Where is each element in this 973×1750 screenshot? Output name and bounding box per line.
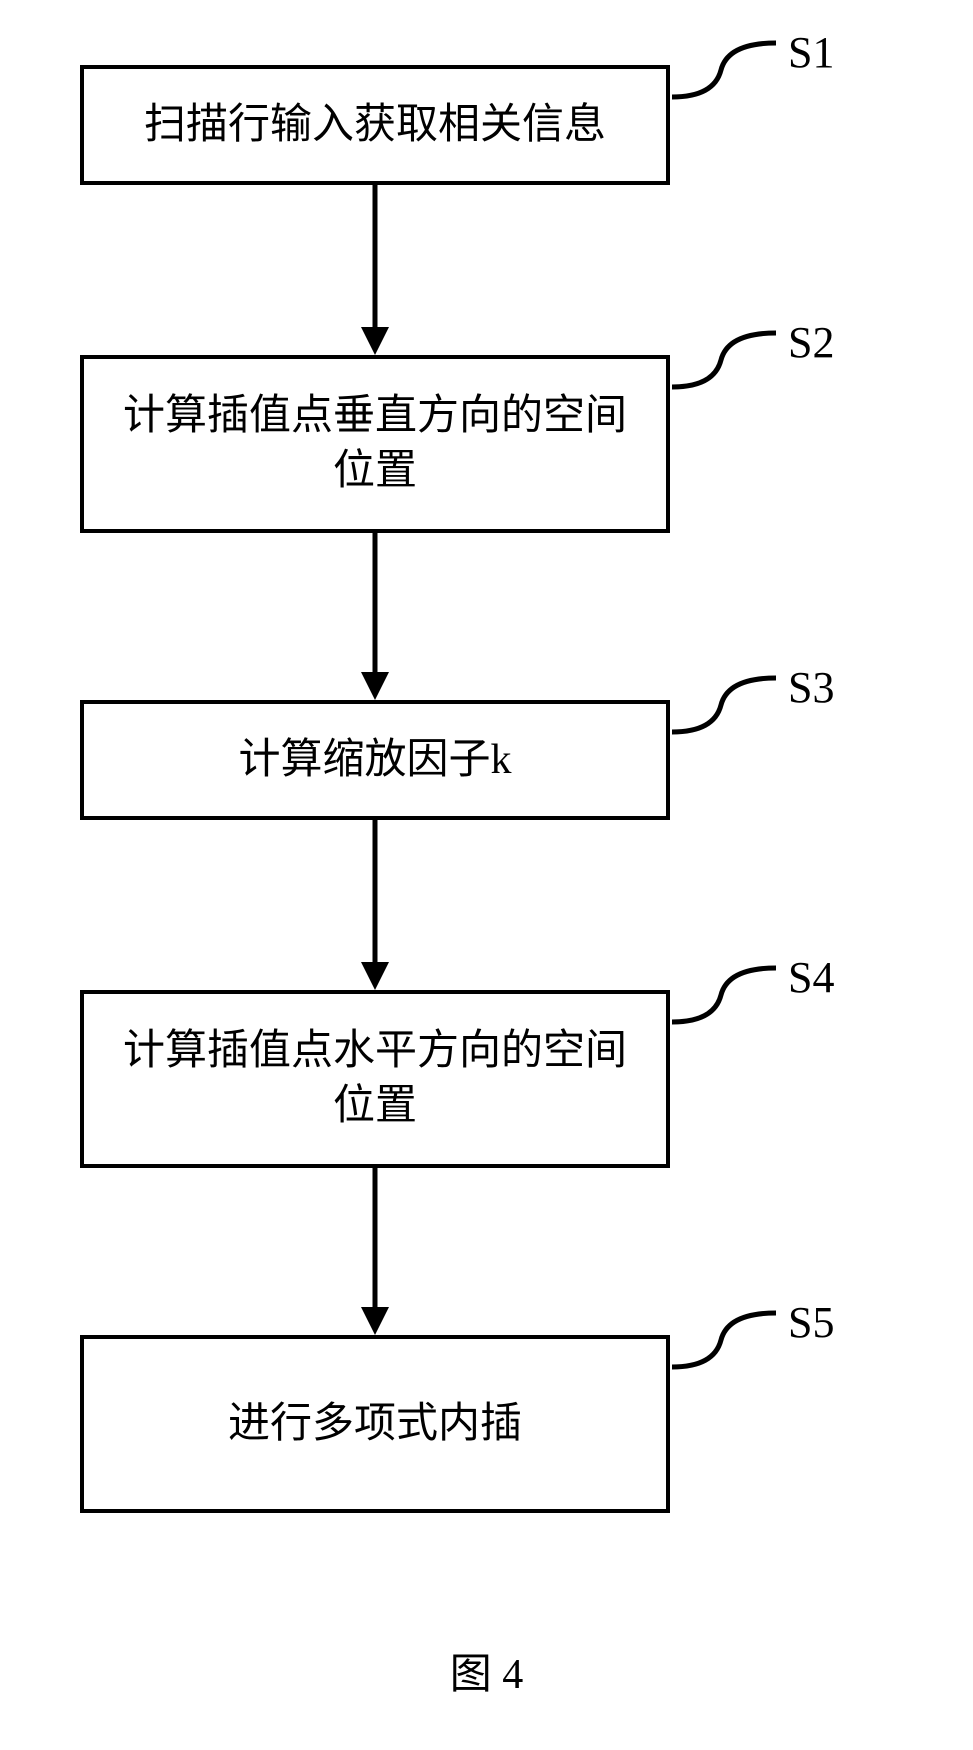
arrow-s2-s3 bbox=[345, 533, 405, 704]
step-box-s3: 计算缩放因子k bbox=[80, 700, 670, 820]
step-box-s1: 扫描行输入获取相关信息 bbox=[80, 65, 670, 185]
step-text-s2-line0: 计算插值点垂直方向的空间 bbox=[123, 389, 627, 444]
step-label-s4: S4 bbox=[788, 952, 834, 1003]
arrow-s3-s4 bbox=[345, 820, 405, 994]
arrow-s4-s5 bbox=[345, 1168, 405, 1339]
label-bracket-s4 bbox=[666, 960, 796, 1030]
label-bracket-s3 bbox=[666, 670, 796, 740]
step-text-s3-line0: 计算缩放因子k bbox=[238, 733, 511, 788]
step-text-s4-line0: 计算插值点水平方向的空间 bbox=[123, 1024, 627, 1079]
step-label-s2: S2 bbox=[788, 317, 834, 368]
label-bracket-s5 bbox=[666, 1305, 796, 1375]
step-text-s2-line1: 位置 bbox=[333, 444, 417, 499]
label-bracket-s2 bbox=[666, 325, 796, 395]
step-box-s4: 计算插值点水平方向的空间位置 bbox=[80, 990, 670, 1168]
label-bracket-s1 bbox=[666, 35, 796, 105]
step-label-s1: S1 bbox=[788, 27, 834, 78]
step-text-s1-line0: 扫描行输入获取相关信息 bbox=[144, 98, 606, 153]
arrow-s1-s2 bbox=[345, 185, 405, 359]
step-box-s5: 进行多项式内插 bbox=[80, 1335, 670, 1513]
step-text-s5-line0: 进行多项式内插 bbox=[228, 1397, 522, 1452]
figure-caption: 图 4 bbox=[0, 1640, 973, 1701]
step-label-s5: S5 bbox=[788, 1297, 834, 1348]
step-box-s2: 计算插值点垂直方向的空间位置 bbox=[80, 355, 670, 533]
step-label-s3: S3 bbox=[788, 662, 834, 713]
step-text-s4-line1: 位置 bbox=[333, 1079, 417, 1134]
